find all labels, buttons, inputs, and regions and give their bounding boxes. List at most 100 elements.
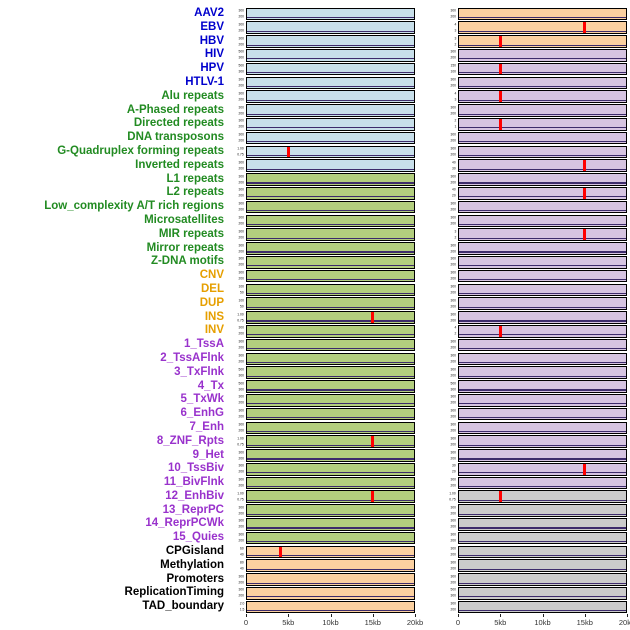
y-tick-label: 40 — [452, 188, 456, 193]
row-label: Z-DNA motifs — [150, 255, 224, 268]
y-tick-label: 4 — [454, 92, 456, 96]
row-label: 8_ZNF_Rpts — [156, 434, 224, 447]
feature-panel-left — [246, 504, 415, 517]
y-axis-ticks-left: 3002001000 — [224, 21, 246, 35]
feature-row: AAV230020010003002001000 — [0, 7, 630, 21]
row-label: L2 repeats — [166, 186, 224, 199]
y-axis-ticks-right: 43210 — [415, 21, 458, 35]
red-marker-line — [582, 187, 586, 199]
feature-panel-right — [458, 587, 627, 600]
y-axis-ticks-right: 3002001000 — [415, 573, 458, 587]
row-label: DUP — [199, 296, 224, 309]
feature-panel-right — [458, 462, 627, 476]
trace-line — [247, 458, 414, 460]
feature-panel-right — [458, 117, 627, 131]
y-tick-label: 300 — [238, 374, 244, 378]
y-tick-label: 300 — [238, 9, 244, 13]
feature-panel-right — [458, 504, 627, 517]
trace-line — [247, 210, 414, 212]
row-label: G-Quadruplex forming repeats — [57, 144, 224, 157]
feature-row: ReplicationTiming3002001000 500300100 — [0, 586, 630, 600]
row-label: MIR repeats — [158, 227, 224, 240]
feature-panel-left — [246, 462, 415, 476]
feature-panel-right — [458, 476, 627, 490]
trace-line — [459, 541, 626, 543]
y-tick-label: 300 — [238, 395, 244, 399]
y-axis-ticks-left: 100500 — [224, 297, 246, 311]
feature-row: 15_Quies30020010003002001000 — [0, 531, 630, 545]
trace-line — [459, 99, 626, 101]
x-tick-label: 0 — [243, 618, 249, 628]
trace-line — [459, 30, 626, 32]
y-axis-ticks-right: 3002001000 — [415, 131, 458, 145]
y-axis-ticks-left: 3002001000 — [224, 421, 246, 435]
trace-line — [459, 499, 626, 501]
y-tick-label: 500 — [238, 368, 244, 372]
y-axis-ticks-left: 6040200 — [224, 545, 246, 559]
y-tick-label: 300 — [450, 216, 456, 220]
y-tick-label: 300 — [450, 395, 456, 399]
y-tick-label: 300 — [238, 409, 244, 413]
y-tick-label: 50 — [240, 291, 244, 295]
y-axis-ticks-right: 3002001000 — [415, 173, 458, 187]
trace-line — [459, 458, 626, 460]
y-tick-label: 1.5 — [239, 608, 244, 612]
feature-row: HTLV-130020010003002001000 — [0, 76, 630, 90]
y-tick-label: 300 — [450, 50, 456, 55]
trace-line — [459, 292, 626, 294]
y-axis-ticks-right: 3002001000 — [415, 435, 458, 449]
y-tick-label: 300 — [238, 326, 244, 330]
y-tick-label: 200 — [450, 139, 456, 143]
y-tick-label: 200 — [450, 553, 456, 557]
feature-panel-left — [246, 352, 415, 366]
feature-panel-right — [458, 449, 627, 462]
y-axis-ticks-left: 1.000.750.500.250.00 — [224, 311, 246, 325]
feature-panel-right — [458, 559, 627, 573]
trace-line — [247, 417, 414, 419]
y-tick-label: 0.75 — [237, 153, 244, 157]
trace-line — [459, 527, 626, 529]
feature-panel-left — [246, 449, 415, 462]
y-axis-ticks-left: 1.000.750.500.250.00 — [224, 490, 246, 504]
row-label: CPGisland — [165, 545, 224, 558]
y-tick-label: 200 — [450, 360, 456, 364]
y-tick-label: 4 — [454, 23, 456, 27]
feature-row: A-Phased repeats30020010003002001000 — [0, 104, 630, 118]
feature-panel-right — [458, 366, 627, 379]
row-label: TAD_boundary — [142, 600, 224, 613]
y-axis-ticks-right: 3002001000 — [415, 338, 458, 352]
y-tick-label: 200 — [450, 443, 456, 447]
trace-line — [459, 334, 626, 336]
trace-line — [459, 389, 626, 391]
y-tick-label: 200 — [238, 42, 244, 47]
trace-line — [459, 72, 626, 74]
y-tick-label: 200 — [450, 539, 456, 543]
feature-panel-right — [458, 531, 627, 545]
feature-row: 10_TssBiv30020010003020100 — [0, 462, 630, 476]
trace-line — [247, 58, 414, 60]
y-axis-ticks-left: 3002001000 — [224, 90, 246, 104]
feature-panel-right — [458, 242, 627, 255]
y-tick-label: 300 — [238, 105, 244, 110]
y-tick-label: 200 — [450, 415, 456, 419]
y-tick-label: 200 — [450, 346, 456, 350]
feature-row: HPV500300100150100500 — [0, 62, 630, 76]
y-axis-ticks-right: 3002001000 — [415, 255, 458, 269]
y-tick-label: 1.00 — [237, 147, 244, 151]
red-marker-line — [499, 36, 503, 47]
y-tick-label: 200 — [238, 263, 244, 267]
red-marker-line — [287, 146, 291, 158]
x-tick-label: 5kb — [282, 618, 295, 628]
red-marker-line — [278, 546, 282, 558]
trace-line — [459, 430, 626, 432]
trace-line — [459, 568, 626, 570]
y-tick-label: 300 — [238, 271, 244, 275]
y-tick-label: 300 — [238, 78, 244, 82]
trace-line — [247, 568, 414, 570]
y-tick-label: 80 — [240, 561, 244, 565]
trace-line — [459, 513, 626, 515]
feature-panel-right — [458, 173, 627, 186]
row-label: 12_EnhBiv — [165, 489, 224, 502]
row-label: 5_TxWk — [180, 393, 224, 406]
feature-panel-right — [458, 435, 627, 448]
